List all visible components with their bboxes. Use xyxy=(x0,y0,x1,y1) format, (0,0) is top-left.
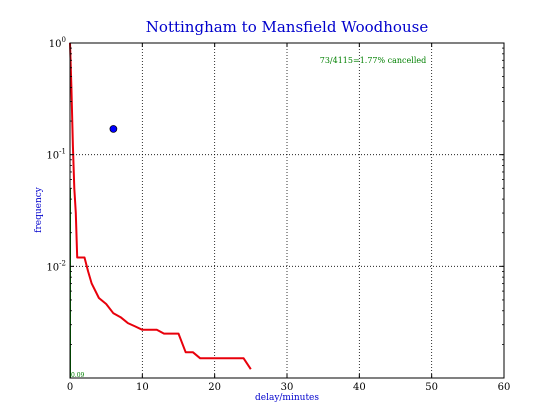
data-marks xyxy=(109,125,118,133)
y-axis-label: frequency xyxy=(34,186,44,233)
chart-title: Nottingham to Mansfield Woodhouse xyxy=(146,18,429,36)
x-axis-label: delay/minutes xyxy=(255,393,319,403)
cancelled-annotation: 73/4115=1.77% cancelled xyxy=(320,56,426,65)
origin-label: 0.09 xyxy=(71,372,85,379)
x-tick-label: 50 xyxy=(425,382,438,393)
data-series xyxy=(69,42,252,378)
y-tick-label: 100 xyxy=(49,36,66,50)
series-line xyxy=(69,42,252,370)
data-point xyxy=(109,125,118,133)
x-tick-label: 60 xyxy=(498,382,511,393)
x-tick-label: 40 xyxy=(353,382,366,393)
x-tick-label: 10 xyxy=(136,382,149,393)
grid-lines xyxy=(70,43,504,378)
x-tick-label: 0 xyxy=(67,382,73,393)
y-tick-label: 10-1 xyxy=(46,148,66,162)
axis-ticks: 0 10 20 30 40 50 60 100 10-1 10-2 xyxy=(46,36,510,393)
plot-frame xyxy=(69,42,505,379)
x-tick-label: 20 xyxy=(208,382,221,393)
y-tick-label: 10-2 xyxy=(46,259,66,273)
x-tick-label: 30 xyxy=(281,382,294,393)
